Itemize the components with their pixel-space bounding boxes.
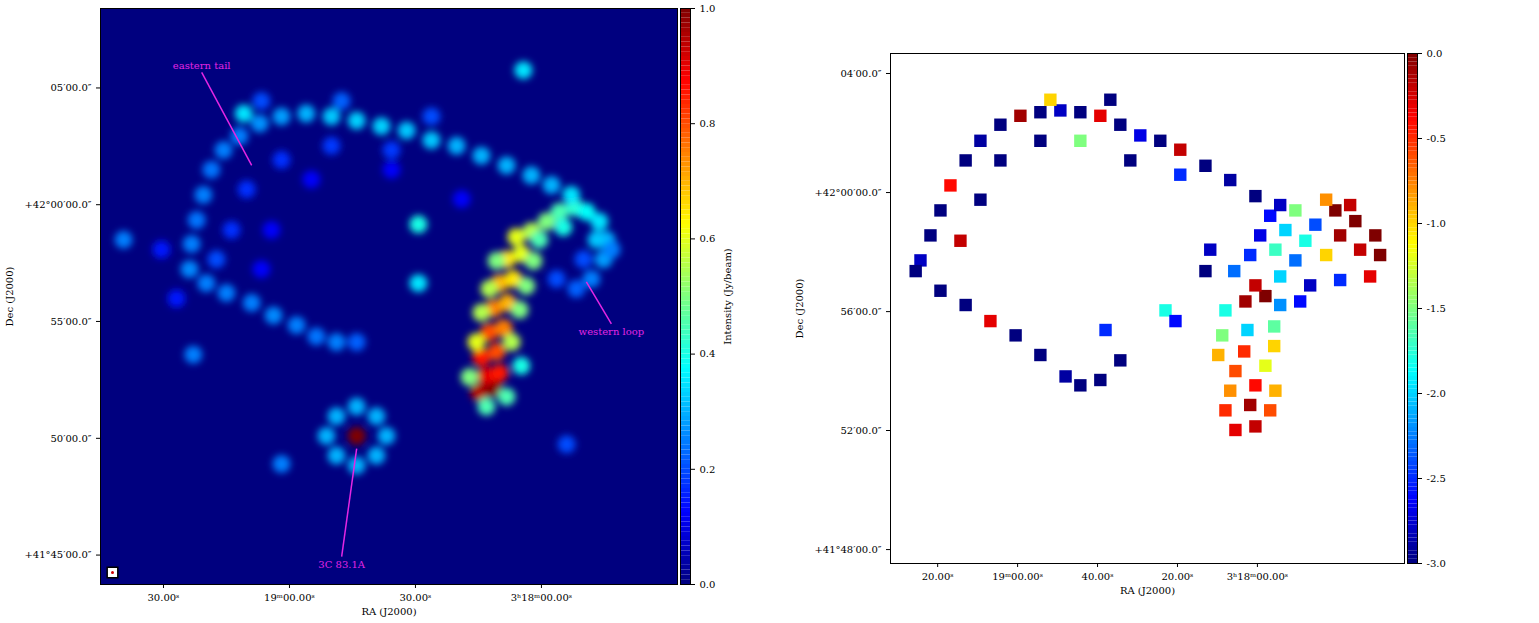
svg-text:RA (J2000): RA (J2000) [1120, 585, 1175, 596]
svg-text:19ᵐ00.00ˢ: 19ᵐ00.00ˢ [992, 571, 1043, 582]
svg-text:0.6: 0.6 [700, 233, 716, 244]
svg-text:Intensity (Jy/beam): Intensity (Jy/beam) [722, 248, 733, 345]
svg-text:1.0: 1.0 [700, 3, 716, 14]
svg-text:55′00.0″: 55′00.0″ [51, 316, 92, 327]
svg-text:eastern tail: eastern tail [173, 60, 231, 71]
svg-text:-2.0: -2.0 [1427, 388, 1446, 399]
svg-text:+42°00′00.0″: +42°00′00.0″ [24, 199, 91, 210]
svg-text:0.4: 0.4 [700, 348, 716, 359]
svg-text:40.00ˢ: 40.00ˢ [1082, 571, 1114, 582]
svg-text:05′00.0″: 05′00.0″ [51, 82, 92, 93]
svg-text:-3.0: -3.0 [1427, 558, 1446, 569]
svg-text:50′00.0″: 50′00.0″ [51, 433, 92, 444]
svg-text:56′00.0″: 56′00.0″ [841, 306, 882, 317]
svg-text:0.0: 0.0 [1427, 48, 1443, 59]
svg-text:3ʰ18ᵐ00.00ˢ: 3ʰ18ᵐ00.00ˢ [511, 592, 573, 603]
svg-text:+42°00′00.0″: +42°00′00.0″ [814, 187, 881, 198]
svg-text:52′00.0″: 52′00.0″ [841, 425, 882, 436]
svg-text:RA (J2000): RA (J2000) [361, 606, 416, 617]
svg-text:Dec (J2000): Dec (J2000) [4, 266, 15, 326]
svg-text:30.00ˢ: 30.00ˢ [147, 592, 179, 603]
svg-text:+41°48′00.0″: +41°48′00.0″ [814, 544, 881, 555]
svg-text:0.2: 0.2 [700, 464, 716, 475]
svg-text:0.0: 0.0 [700, 579, 716, 590]
svg-text:30.00ˢ: 30.00ˢ [399, 592, 431, 603]
svg-text:western loop: western loop [579, 326, 645, 337]
svg-text:-0.5: -0.5 [1427, 133, 1446, 144]
svg-text:+41°45′00.0″: +41°45′00.0″ [24, 549, 91, 560]
svg-text:3C 83.1A: 3C 83.1A [318, 559, 365, 570]
svg-text:20.00ˢ: 20.00ˢ [922, 571, 954, 582]
svg-text:-2.5: -2.5 [1427, 473, 1446, 484]
svg-text:04′00.0″: 04′00.0″ [841, 68, 882, 79]
svg-text:Dec (J2000): Dec (J2000) [794, 278, 805, 338]
svg-text:-1.0: -1.0 [1427, 218, 1446, 229]
svg-text:0.8: 0.8 [700, 118, 716, 129]
svg-text:3ʰ18ᵐ00.00ˢ: 3ʰ18ᵐ00.00ˢ [1227, 571, 1289, 582]
svg-text:19ᵐ00.00ˢ: 19ᵐ00.00ˢ [264, 592, 315, 603]
svg-text:20.00ˢ: 20.00ˢ [1161, 571, 1193, 582]
svg-text:-1.5: -1.5 [1427, 303, 1446, 314]
